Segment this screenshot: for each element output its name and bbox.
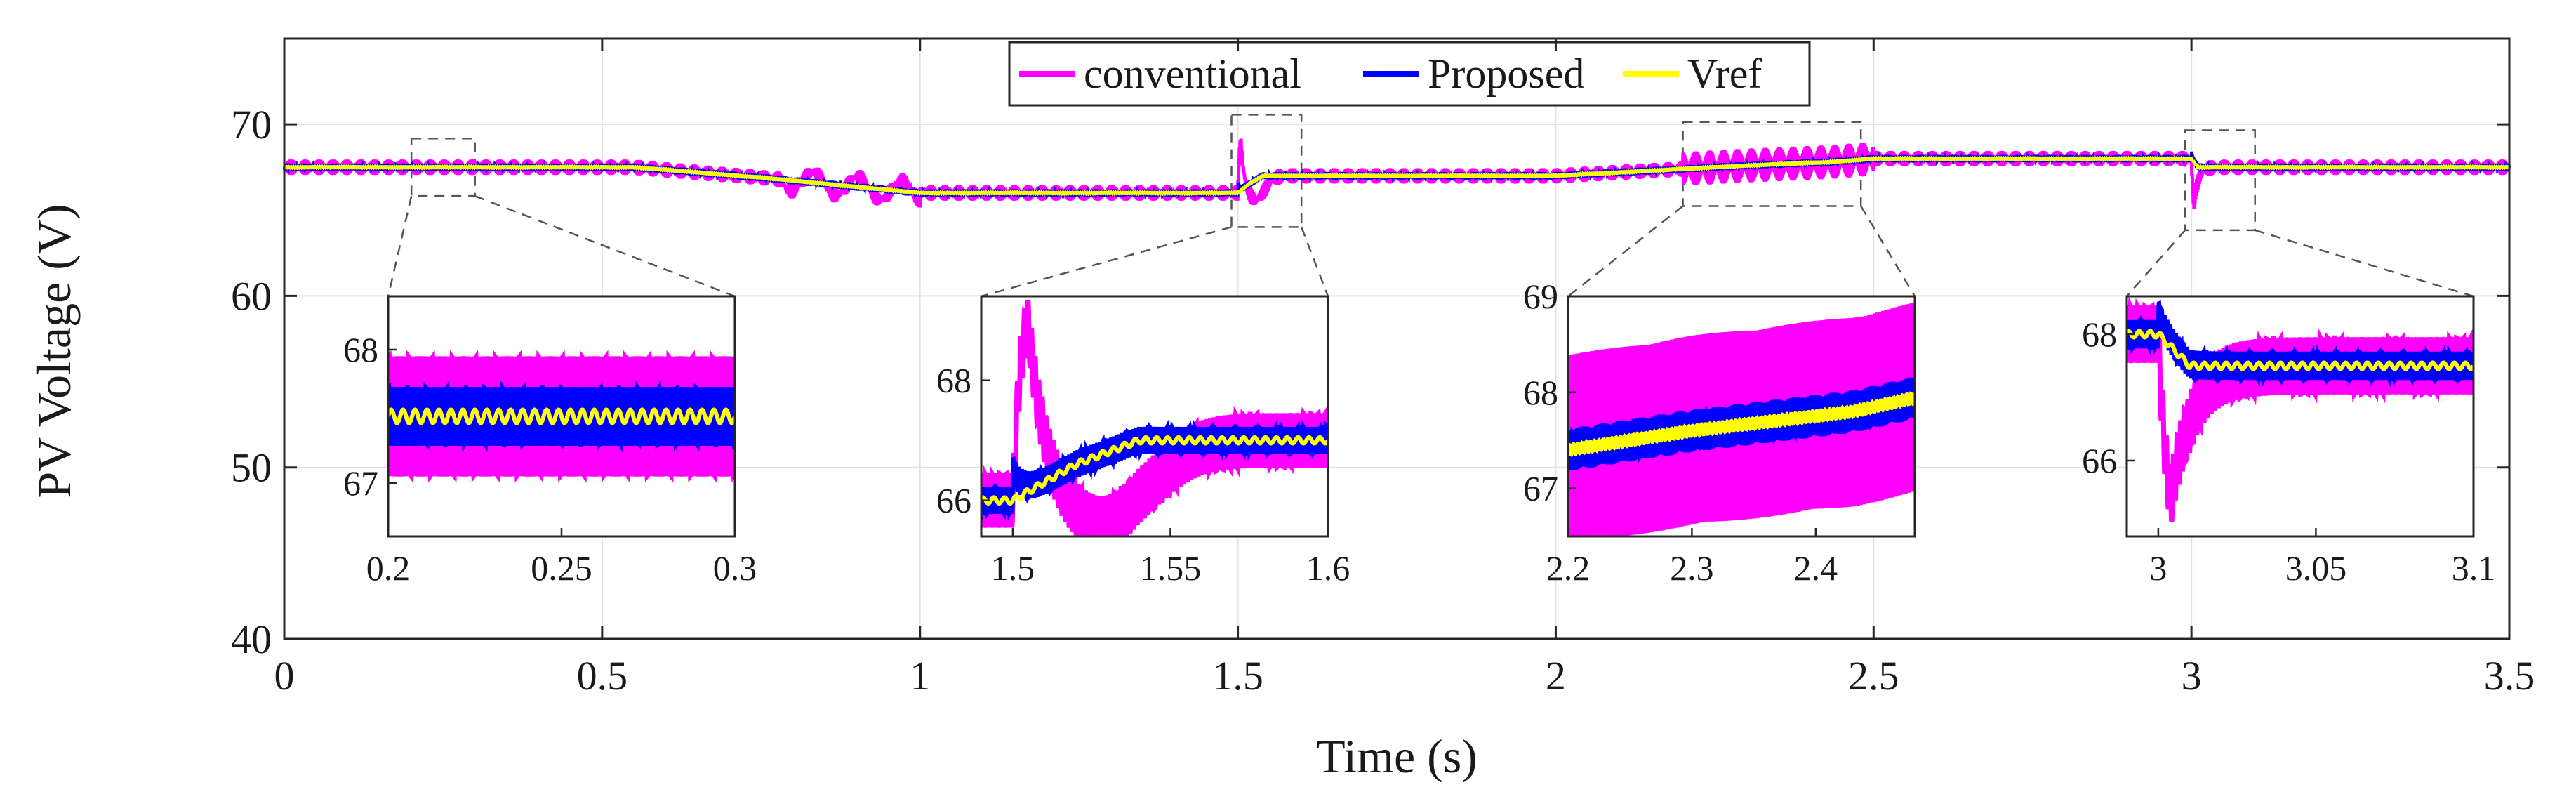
inset-frame <box>980 295 1329 538</box>
legend: conventional Proposed Vref <box>1008 41 1811 107</box>
inset-y-tick-label: 66 <box>936 481 971 520</box>
inset-line-vref <box>981 435 1328 506</box>
inset-series <box>981 299 1328 536</box>
legend-label-proposed: Proposed <box>1428 51 1584 97</box>
inset-line-proposed <box>981 419 1328 522</box>
x-tick-label: 2.5 <box>1848 653 1899 699</box>
inset-frame <box>1567 295 1916 538</box>
inset-background <box>2127 296 2474 536</box>
x-tick-label: 0.5 <box>577 653 628 699</box>
inset-line-conventional <box>981 299 1328 536</box>
zoom-4: 3 3.05 3.1 66 68 <box>2082 295 2496 588</box>
inset-y-tick-label: 66 <box>2082 441 2117 480</box>
inset-y-tick-label: 68 <box>1523 373 1558 412</box>
inset-x-tick-label: 1.5 <box>991 548 1035 588</box>
x-tick-label: 3 <box>2182 653 2202 699</box>
y-axis-label: PV Voltage (V) <box>27 204 81 498</box>
zoom-connector-line <box>2126 230 2186 297</box>
series-line-vref <box>283 155 2511 197</box>
inset-x-tick-label: 3 <box>2149 548 2167 588</box>
y-tick-label: 50 <box>231 445 272 491</box>
inset-x-tick-label: 0.25 <box>531 548 592 588</box>
inset-line-conventional <box>1568 303 1915 536</box>
zoom-region-box <box>2184 129 2256 232</box>
inset-series <box>1568 303 1915 536</box>
y-tick-label: 60 <box>231 273 272 319</box>
inset-x-tick-label: 3.1 <box>2452 548 2496 588</box>
zoom-connector-line <box>2255 229 2474 298</box>
main-ticks: 0 0.5 1 1.5 2 2.5 3 3.5 40 50 60 70 <box>231 39 2535 699</box>
inset-y-tick-label: 67 <box>1523 469 1558 508</box>
zoom-connector-line <box>1860 205 1916 297</box>
zoom-insets: 0.2 0.25 0.3 67 68 1.5 1.55 1.6 66 68 2.2 2.3 2.4 67 6… <box>343 277 2495 588</box>
inset-y-tick-label: 67 <box>343 463 378 503</box>
inset-line-proposed <box>2127 300 2474 388</box>
inset-y-tick-label: 68 <box>2082 315 2117 354</box>
x-tick-label: 0 <box>274 653 295 699</box>
x-tick-label: 2 <box>1546 653 1566 699</box>
legend-label-conventional: conventional <box>1084 51 1301 97</box>
inset-y-tick-label: 68 <box>343 330 378 369</box>
inset-x-tick-label: 1.55 <box>1140 548 1202 588</box>
inset-line-proposed <box>1568 377 1915 471</box>
inset-y-tick-label: 69 <box>1523 277 1558 316</box>
zoom-connector-line <box>387 195 413 297</box>
legend-label-vref: Vref <box>1687 51 1762 97</box>
inset-x-tick-label: 0.3 <box>713 548 757 588</box>
inset-x-tick-label: 2.4 <box>1794 548 1838 588</box>
zoom-connector-line <box>1300 226 1329 297</box>
x-tick-label: 1 <box>910 653 930 699</box>
inset-line-vref <box>2127 329 2474 371</box>
y-tick-label: 40 <box>231 616 272 662</box>
zoom-connector-line <box>1567 205 1684 297</box>
inset-series <box>388 350 735 483</box>
inset-x-tick-label: 2.3 <box>1670 548 1714 588</box>
y-tick-label: 70 <box>231 102 272 147</box>
zoom-connector-line <box>474 195 736 298</box>
x-tick-label: 1.5 <box>1212 653 1263 699</box>
main-series <box>282 138 2511 209</box>
main-axes-frame <box>283 37 2511 640</box>
inset-x-tick-label: 2.2 <box>1546 548 1591 588</box>
inset-x-tick-label: 3.05 <box>2285 548 2347 588</box>
zoom-2: 1.5 1.55 1.6 66 68 <box>936 295 1350 588</box>
zoom-connector-line <box>981 226 1232 298</box>
inset-series <box>2127 296 2474 522</box>
zoom-connectors <box>387 114 2474 298</box>
inset-line-vref <box>1568 391 1915 458</box>
inset-x-tick-label: 0.2 <box>366 548 411 588</box>
x-axis-label: Time (s) <box>1316 729 1478 783</box>
inset-y-tick-label: 68 <box>936 361 971 400</box>
inset-x-tick-label: 1.6 <box>1306 548 1350 588</box>
zoom-1: 0.2 0.25 0.3 67 68 <box>343 295 757 588</box>
zoom-3: 2.2 2.3 2.4 67 68 69 <box>1523 277 1916 588</box>
x-tick-label: 3.5 <box>2484 653 2535 699</box>
inset-frame <box>2125 295 2475 538</box>
inset-line-conventional <box>2127 296 2474 522</box>
inset-line-vref <box>388 407 735 425</box>
plot-frame <box>283 37 2511 640</box>
